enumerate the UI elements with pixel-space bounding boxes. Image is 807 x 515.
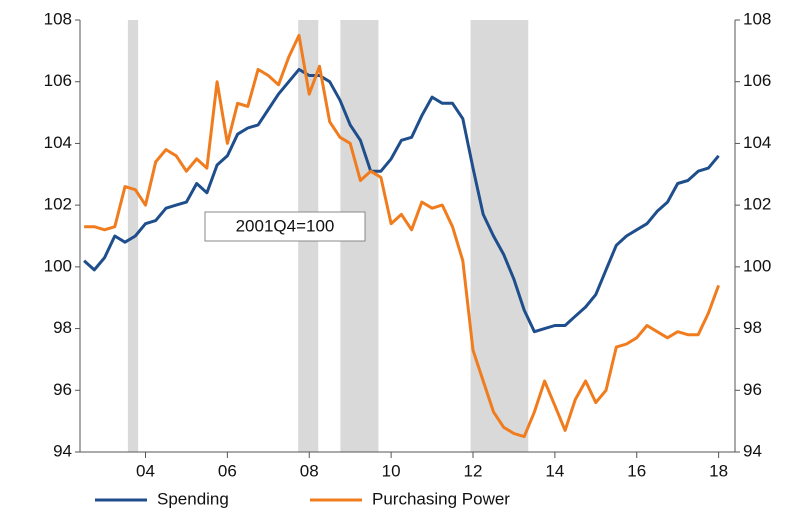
y2-tick-label: 106 <box>743 71 771 90</box>
annotation: 2001Q4=100 <box>236 216 335 235</box>
y-tick-label: 106 <box>44 71 72 90</box>
line-layer <box>83 33 721 439</box>
y2-tick-label: 104 <box>743 133 771 152</box>
y-tick-label: 98 <box>53 318 72 337</box>
x-tick-label: 10 <box>382 461 401 480</box>
x-tick-label: 06 <box>218 461 237 480</box>
y-tick-label: 100 <box>44 256 72 275</box>
y-tick-label: 94 <box>53 441 72 460</box>
series-line <box>83 67 720 334</box>
legend-label: Purchasing Power <box>372 489 510 508</box>
series-line <box>84 33 721 439</box>
y2-tick-label: 96 <box>743 380 762 399</box>
y-tick-label: 104 <box>44 133 72 152</box>
legend-label: Spending <box>157 489 229 508</box>
y2-tick-label: 98 <box>743 318 762 337</box>
x-tick-label: 04 <box>136 461 155 480</box>
y2-tick-label: 108 <box>743 9 771 28</box>
x-tick-label: 08 <box>300 461 319 480</box>
x-tick-label: 16 <box>627 461 646 480</box>
annotation-box <box>204 211 366 242</box>
shaded-period <box>470 20 529 452</box>
y2-tick-label: 102 <box>743 195 771 214</box>
x-tick-label: 18 <box>709 461 728 480</box>
y-tick-label: 96 <box>53 380 72 399</box>
y2-tick-label: 94 <box>743 441 762 460</box>
shade-layer <box>127 20 529 452</box>
y-tick-label: 108 <box>44 9 72 28</box>
y-tick-label: 102 <box>44 195 72 214</box>
y2-tick-label: 100 <box>743 256 771 275</box>
x-tick-label: 12 <box>464 461 483 480</box>
x-tick-label: 14 <box>545 461 564 480</box>
